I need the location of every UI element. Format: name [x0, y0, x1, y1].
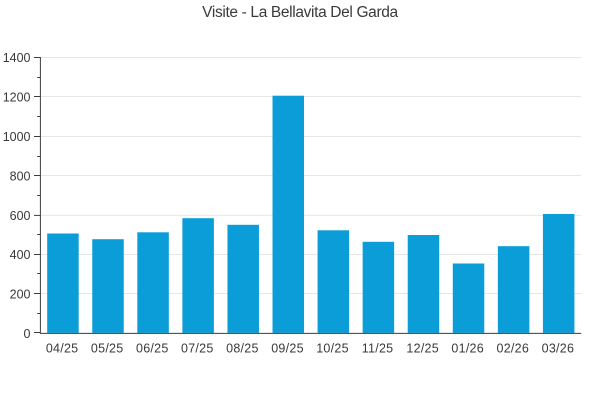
svg-text:0: 0 [24, 327, 31, 341]
svg-text:400: 400 [10, 248, 31, 262]
svg-text:1200: 1200 [3, 91, 31, 105]
svg-text:Visite - La Bellavita Del Gard: Visite - La Bellavita Del Garda [202, 4, 398, 21]
svg-text:1400: 1400 [3, 51, 31, 65]
svg-text:10/25: 10/25 [316, 341, 349, 355]
svg-text:800: 800 [10, 170, 31, 184]
svg-text:11/25: 11/25 [362, 341, 394, 355]
svg-text:06/25: 06/25 [136, 341, 169, 355]
svg-text:02/26: 02/26 [497, 341, 530, 355]
svg-text:05/25: 05/25 [91, 341, 124, 355]
svg-text:09/25: 09/25 [271, 341, 304, 355]
svg-text:200: 200 [10, 288, 31, 302]
svg-text:07/25: 07/25 [181, 341, 214, 355]
svg-text:08/25: 08/25 [226, 341, 259, 355]
svg-text:03/26: 03/26 [542, 341, 575, 355]
svg-text:1000: 1000 [3, 130, 31, 144]
svg-text:01/26: 01/26 [451, 341, 484, 355]
svg-text:600: 600 [10, 209, 31, 223]
svg-text:04/25: 04/25 [46, 341, 79, 355]
svg-text:12/25: 12/25 [406, 341, 439, 355]
